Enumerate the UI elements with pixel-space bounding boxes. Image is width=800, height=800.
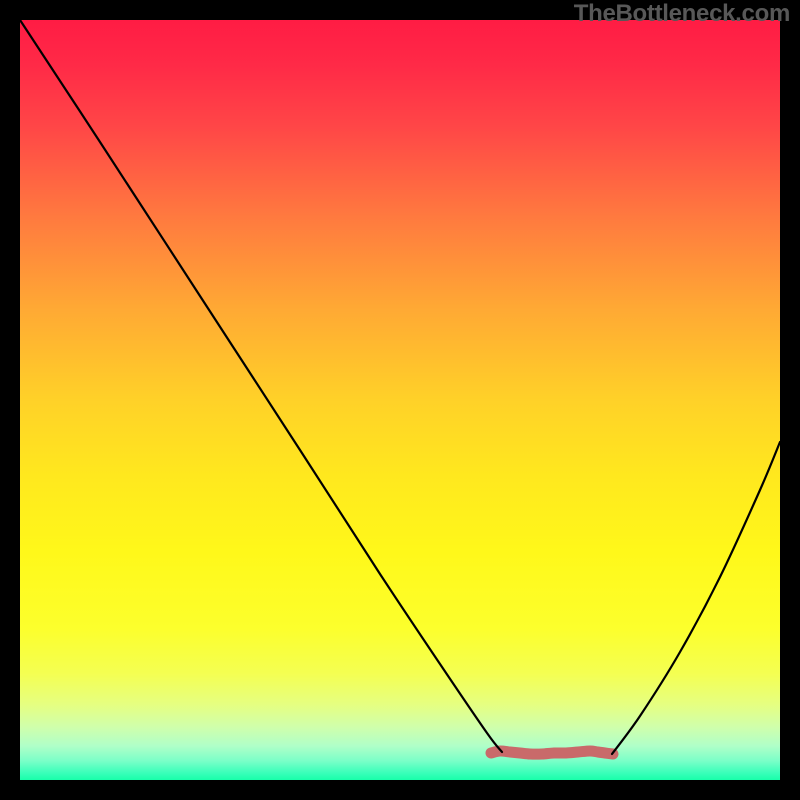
chart-plot-area <box>20 20 780 780</box>
